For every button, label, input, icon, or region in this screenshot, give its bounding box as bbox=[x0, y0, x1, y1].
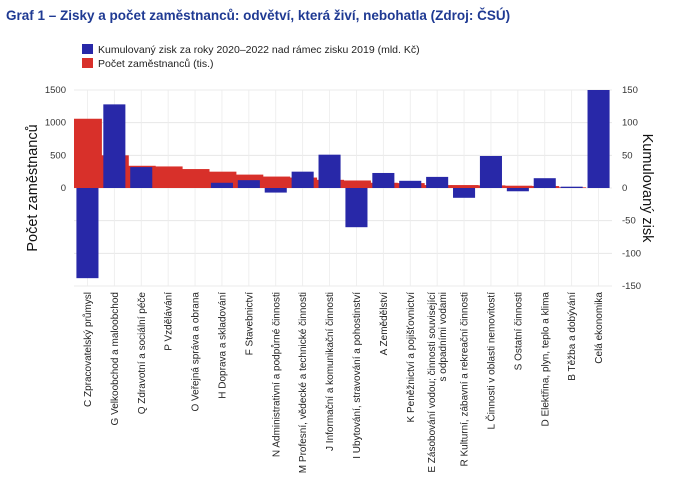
bar-profit bbox=[587, 90, 610, 188]
tick-label-right: 100 bbox=[622, 118, 638, 129]
legend-item-profit: Kumulovaný zisk za roky 2020–2022 nad rá… bbox=[82, 44, 420, 56]
tick-label-right: -50 bbox=[622, 216, 636, 227]
category-label: C Zpracovatelský průmysl bbox=[82, 292, 94, 407]
category-label-group: L Činnosti v oblasti nemovitostí bbox=[484, 292, 497, 430]
bar-profit bbox=[345, 188, 368, 228]
category-label-group: B Těžba a dobývání bbox=[567, 292, 578, 381]
category-label: S Ostatní činnosti bbox=[513, 292, 524, 370]
tick-label-left: 1500 bbox=[45, 85, 66, 96]
bar-employees bbox=[262, 176, 291, 188]
category-label: J Informační a komunikační činnosti bbox=[325, 292, 336, 451]
tick-label-right: 0 bbox=[622, 183, 627, 194]
category-label-group: E Zásobování vodou; činnosti související… bbox=[427, 292, 449, 473]
y-axis-title-right: Kumulovaný zisk bbox=[639, 134, 655, 244]
tick-label-right: 150 bbox=[622, 85, 638, 96]
bar-profit bbox=[237, 180, 260, 188]
bar-profit bbox=[560, 186, 583, 188]
category-label-group: M Profesní, vědecké a technické činnosti bbox=[298, 292, 309, 473]
category-label-group: Celá ekonomika bbox=[594, 292, 605, 364]
category-label-group: K Peněžnictví a pojišťovnictví bbox=[406, 292, 417, 423]
bar-profit bbox=[399, 180, 422, 188]
category-label: L Činnosti v oblasti nemovitostí bbox=[484, 292, 497, 430]
category-label-group: A Zemědělství bbox=[379, 292, 390, 356]
bar-employees bbox=[74, 118, 102, 188]
bar-employees bbox=[181, 169, 210, 188]
tick-label-left: 0 bbox=[61, 183, 66, 194]
category-label-group: D Elektřina, plyn, teplo a klima bbox=[540, 292, 551, 427]
category-label: A Zemědělství bbox=[379, 292, 390, 356]
bar-profit bbox=[264, 188, 287, 193]
category-label-group: I Ubytování, stravování a pohostinství bbox=[352, 292, 363, 459]
category-label: O Veřejná správa a obrana bbox=[191, 292, 202, 412]
category-label-group: P Vzdělávání bbox=[164, 292, 175, 351]
category-label-group: O Veřejná správa a obrana bbox=[191, 292, 202, 412]
bar-profit bbox=[130, 167, 153, 188]
category-label: H Doprava a skladování bbox=[217, 292, 228, 399]
tick-label-left: 1000 bbox=[45, 118, 66, 129]
bar-employees bbox=[154, 166, 183, 188]
category-label: s odpadními vodami bbox=[438, 292, 449, 382]
category-label: I Ubytování, stravování a pohostinství bbox=[352, 292, 363, 459]
tick-label-left: 500 bbox=[50, 150, 66, 161]
category-label: R Kulturní, zábavní a rekreační činnosti bbox=[460, 292, 471, 467]
bar-profit bbox=[426, 176, 449, 188]
bar-profit bbox=[76, 188, 99, 279]
category-label: M Profesní, vědecké a technické činnosti bbox=[298, 292, 309, 473]
bar-profit bbox=[479, 155, 502, 188]
category-label: Q Zdravotní a sociální péče bbox=[137, 292, 148, 415]
category-label-group: F Stavebnictví bbox=[244, 292, 255, 356]
category-label: F Stavebnictví bbox=[244, 292, 255, 356]
category-label-group: S Ostatní činnosti bbox=[513, 292, 524, 370]
bar-profit bbox=[506, 188, 529, 192]
legend-label-profit: Kumulovaný zisk za roky 2020–2022 nad rá… bbox=[98, 44, 420, 56]
category-label-group: R Kulturní, zábavní a rekreační činnosti bbox=[460, 292, 471, 467]
bar-profit bbox=[210, 182, 233, 188]
category-label: E Zásobování vodou; činnosti související bbox=[427, 292, 438, 473]
legend-swatch-profit bbox=[82, 44, 93, 54]
bar-profit bbox=[533, 178, 556, 188]
legend-item-employees: Počet zaměstnanců (tis.) bbox=[82, 58, 214, 70]
legend-label-employees: Počet zaměstnanců (tis.) bbox=[98, 58, 214, 70]
chart-title: Graf 1 – Zisky a počet zaměstnanců: odvě… bbox=[6, 8, 511, 23]
tick-label-right: -100 bbox=[622, 248, 641, 259]
legend-swatch-employees bbox=[82, 58, 93, 68]
category-label: D Elektřina, plyn, teplo a klima bbox=[540, 292, 551, 427]
category-label-group: N Administrativní a podpůrné činnosti bbox=[270, 292, 282, 457]
bar-profit bbox=[103, 104, 126, 188]
category-label: N Administrativní a podpůrné činnosti bbox=[270, 292, 282, 457]
bar-profit bbox=[453, 188, 476, 198]
category-label: B Těžba a dobývání bbox=[567, 292, 578, 381]
bar-profit bbox=[291, 171, 314, 188]
category-label-group: Q Zdravotní a sociální péče bbox=[137, 292, 148, 415]
category-label: Celá ekonomika bbox=[594, 292, 605, 364]
bar-profit bbox=[318, 154, 341, 188]
bar-profit bbox=[372, 172, 395, 188]
bar-employees bbox=[504, 185, 533, 188]
bar-employees bbox=[450, 185, 479, 188]
y-axis-title-left: Počet zaměstnanců bbox=[25, 124, 41, 251]
category-label-group: H Doprava a skladování bbox=[217, 292, 228, 399]
category-label-group: J Informační a komunikační činnosti bbox=[325, 292, 336, 451]
bar-employees bbox=[343, 180, 371, 188]
category-label-group: G Velkoobchod a maloobchod bbox=[110, 292, 121, 425]
category-label-group: C Zpracovatelský průmysl bbox=[82, 292, 94, 407]
tick-label-right: 50 bbox=[622, 150, 633, 161]
tick-label-right: -150 bbox=[622, 281, 641, 292]
category-label: P Vzdělávání bbox=[164, 292, 175, 351]
category-label: K Peněžnictví a pojišťovnictví bbox=[406, 292, 417, 423]
category-label: G Velkoobchod a maloobchod bbox=[110, 292, 121, 425]
